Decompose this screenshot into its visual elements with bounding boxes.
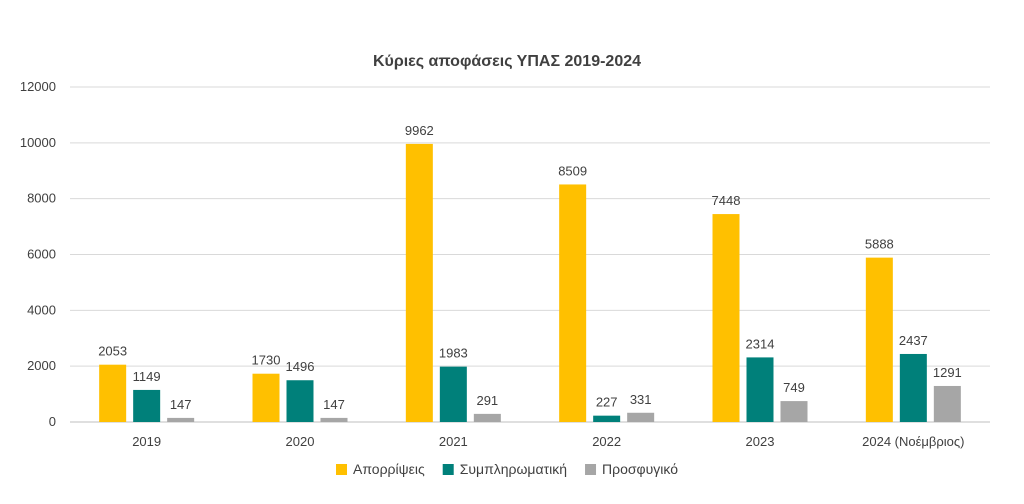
bar	[405, 143, 433, 422]
legend-swatch	[585, 464, 597, 475]
x-tick-label: 2020	[286, 434, 315, 449]
bar	[593, 415, 621, 422]
y-tick-label: 0	[49, 414, 56, 429]
legend-swatch	[336, 464, 348, 475]
bar	[712, 214, 740, 422]
bar	[746, 357, 774, 422]
data-label: 147	[323, 397, 345, 412]
legend-swatch	[442, 464, 454, 475]
data-label: 7448	[712, 193, 741, 208]
x-tick-label: 2022	[592, 434, 621, 449]
data-label: 5888	[865, 237, 894, 252]
bar	[167, 417, 195, 422]
bar	[252, 373, 280, 422]
x-tick-label: 2023	[746, 434, 775, 449]
data-label: 1730	[252, 353, 281, 368]
legend-label: Συμπληρωματική	[460, 461, 567, 477]
bar	[473, 413, 501, 422]
gridlines	[70, 86, 990, 423]
legend-item: Συμπληρωματική	[442, 461, 567, 477]
y-tick-label: 2000	[27, 358, 56, 373]
x-tick-label: 2021	[439, 434, 468, 449]
data-label: 227	[596, 395, 618, 410]
bar	[286, 380, 314, 422]
x-tick-label: 2019	[132, 434, 161, 449]
x-axis-ticks: 2019 2020 2021 2022 2023 2024 (Νοέμβριος)	[132, 434, 964, 449]
data-label: 1149	[133, 369, 161, 384]
legend-item: Απορρίψεις	[336, 461, 425, 477]
y-tick-label: 4000	[27, 302, 56, 317]
bar	[627, 412, 655, 422]
bar	[899, 353, 927, 422]
bars	[99, 143, 961, 422]
data-label: 8509	[558, 163, 587, 178]
y-tick-label: 6000	[27, 247, 56, 262]
y-tick-label: 8000	[27, 191, 56, 206]
bar	[865, 257, 893, 422]
bar	[320, 417, 348, 422]
bar	[559, 184, 587, 422]
y-tick-label: 10000	[20, 135, 56, 150]
data-label: 291	[476, 393, 498, 408]
data-label: 1291	[933, 365, 962, 380]
bar	[439, 366, 467, 422]
data-label: 147	[170, 397, 192, 412]
data-label: 9962	[405, 123, 434, 138]
data-label: 2053	[98, 344, 127, 359]
data-label: 2314	[746, 336, 775, 351]
chart-title: Κύριες αποφάσεις ΥΠΑΣ 2019-2024	[373, 53, 641, 70]
bar	[780, 401, 808, 422]
y-tick-label: 12000	[20, 79, 56, 94]
data-label: 2437	[899, 333, 928, 348]
bar	[99, 364, 127, 422]
data-label: 1983	[439, 346, 468, 361]
legend: Απορρίψεις Συμπληρωματική Προσφυγικό	[336, 461, 678, 477]
data-label: 749	[783, 380, 805, 395]
data-label: 331	[630, 392, 652, 407]
bar	[133, 389, 161, 422]
legend-label: Προσφυγικό	[602, 461, 678, 477]
x-tick-label: 2024 (Νοέμβριος)	[862, 434, 964, 449]
legend-item: Προσφυγικό	[585, 461, 678, 477]
bar	[933, 385, 961, 422]
y-axis-ticks: 0 2000 4000 6000 8000 10000 12000	[20, 79, 56, 429]
data-labels: 2053 1149 147 1730 1496 147 9962 1983 291 8509 227…	[98, 123, 962, 412]
legend-label: Απορρίψεις	[353, 461, 425, 477]
data-label: 1496	[286, 359, 315, 374]
